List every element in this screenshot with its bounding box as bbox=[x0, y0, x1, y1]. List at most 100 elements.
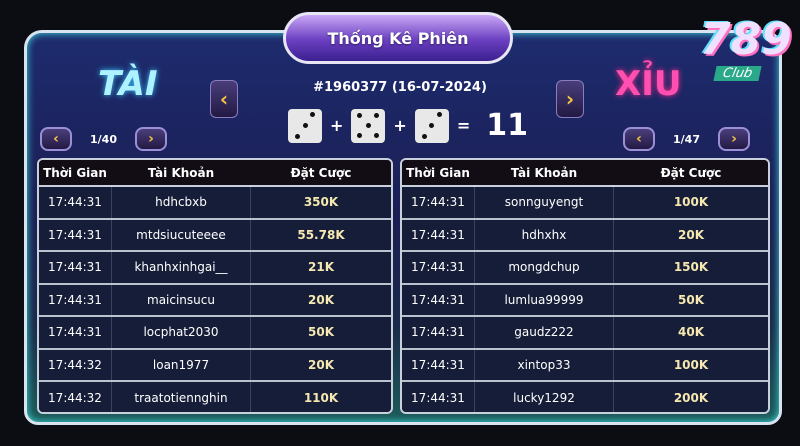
account-name: loan1977 bbox=[111, 349, 251, 380]
panel-title: Thống Kê Phiên bbox=[283, 12, 513, 64]
dice-total: 11 bbox=[486, 108, 528, 143]
plus-sign: + bbox=[393, 116, 407, 135]
bet-time: 17:44:31 bbox=[48, 325, 102, 340]
account-name: khanhxinhgai__ bbox=[111, 252, 251, 283]
table-row: 17:44:31 xintop33 100K bbox=[402, 349, 768, 382]
account-name: hdhxhx bbox=[474, 219, 614, 250]
table-header: Thời Gian Tài Khoản Đặt Cược bbox=[402, 160, 768, 187]
die-3 bbox=[414, 108, 449, 143]
bet-time: 17:44:32 bbox=[48, 357, 102, 372]
column-header: Tài Khoản bbox=[510, 165, 578, 180]
bet-amount: 50K bbox=[678, 292, 704, 307]
account-name: sonnguyengt bbox=[474, 187, 614, 218]
column-header: Đặt Cược bbox=[660, 165, 722, 180]
dice-result: + + = 11 bbox=[288, 108, 528, 143]
account-name: lucky1292 bbox=[474, 382, 614, 412]
plus-sign: + bbox=[330, 116, 344, 135]
account-name: mtdsiucuteeee bbox=[111, 219, 251, 250]
tai-next-page-button[interactable]: › bbox=[134, 127, 167, 151]
xiu-page-indicator: 1/47 bbox=[673, 132, 700, 146]
prev-session-button[interactable]: ‹ bbox=[210, 80, 238, 118]
bet-amount: 100K bbox=[673, 357, 709, 372]
chevron-right-icon: › bbox=[731, 131, 737, 147]
xiu-prev-page-button[interactable]: ‹ bbox=[623, 127, 655, 151]
chevron-left-icon: ‹ bbox=[53, 131, 59, 147]
table-row: 17:44:31 maicinsucu 20K bbox=[39, 284, 391, 317]
tai-prev-page-button[interactable]: ‹ bbox=[40, 127, 72, 151]
bet-amount: 100K bbox=[673, 195, 709, 210]
brand-logo: 789 bbox=[700, 14, 792, 65]
account-name: maicinsucu bbox=[111, 284, 251, 315]
xiu-bets-table: Thời Gian Tài Khoản Đặt Cược 17:44:31 sonngu… bbox=[400, 158, 770, 414]
table-row: 17:44:31 khanhxinhgai__ 21K bbox=[39, 252, 391, 285]
bet-time: 17:44:31 bbox=[411, 357, 465, 372]
die-pip bbox=[357, 113, 363, 119]
tai-pagination: ‹ 1/40 › bbox=[40, 127, 167, 151]
account-name: traatotiennghin bbox=[111, 382, 251, 412]
bet-time: 17:44:31 bbox=[48, 227, 102, 242]
bet-amount: 350K bbox=[303, 195, 339, 210]
account-name: hdhcbxb bbox=[111, 187, 251, 218]
die-pip bbox=[365, 123, 371, 128]
die-pip bbox=[421, 133, 427, 139]
account-name: mongdchup bbox=[474, 252, 614, 283]
table-row: 17:44:31 hdhcbxb 350K bbox=[39, 187, 391, 220]
next-session-button[interactable]: › bbox=[556, 80, 584, 118]
column-header: Tài Khoản bbox=[147, 165, 215, 180]
xiu-pagination: ‹ 1/47 › bbox=[623, 127, 750, 151]
table-row: 17:44:31 gaudz222 40K bbox=[402, 317, 768, 350]
brand-logo-club: Club bbox=[713, 66, 762, 81]
bet-time: 17:44:31 bbox=[411, 391, 465, 406]
die-pip bbox=[302, 123, 308, 128]
table-header: Thời Gian Tài Khoản Đặt Cược bbox=[39, 160, 391, 187]
xiu-next-page-button[interactable]: › bbox=[717, 127, 750, 151]
account-name: lumlua99999 bbox=[474, 284, 614, 315]
bet-time: 17:44:31 bbox=[48, 292, 102, 307]
bet-amount: 20K bbox=[308, 357, 334, 372]
account-name: locphat2030 bbox=[111, 317, 251, 348]
bet-amount: 150K bbox=[673, 260, 709, 275]
table-row: 17:44:31 mtdsiucuteeee 55.78K bbox=[39, 219, 391, 252]
bet-amount: 40K bbox=[678, 325, 704, 340]
table-row: 17:44:31 lumlua99999 50K bbox=[402, 284, 768, 317]
bet-time: 17:44:31 bbox=[411, 260, 465, 275]
chevron-right-icon: › bbox=[565, 87, 575, 111]
table-row: 17:44:31 mongdchup 150K bbox=[402, 252, 768, 285]
tai-logo: TÀI bbox=[98, 64, 158, 104]
die-2 bbox=[351, 108, 386, 143]
table-row: 17:44:31 lucky1292 200K bbox=[402, 382, 768, 412]
die-pip bbox=[429, 123, 435, 128]
table-row: 17:44:31 hdhxhx 20K bbox=[402, 219, 768, 252]
bet-amount: 21K bbox=[308, 260, 334, 275]
bet-time: 17:44:31 bbox=[411, 227, 465, 242]
session-id: #1960377 (16-07-2024) bbox=[313, 80, 487, 95]
bet-time: 17:44:31 bbox=[48, 260, 102, 275]
bet-time: 17:44:31 bbox=[411, 195, 465, 210]
account-name: gaudz222 bbox=[474, 317, 614, 348]
die-pip bbox=[436, 112, 442, 118]
equals-sign: = bbox=[456, 116, 471, 135]
bet-amount: 110K bbox=[303, 391, 339, 406]
die-1 bbox=[288, 108, 322, 143]
column-header: Thời Gian bbox=[43, 165, 107, 180]
bet-amount: 50K bbox=[308, 325, 334, 340]
die-pip bbox=[309, 112, 315, 118]
table-row: 17:44:32 loan1977 20K bbox=[39, 349, 391, 382]
account-name: xintop33 bbox=[474, 349, 614, 380]
die-pip bbox=[374, 113, 380, 119]
die-pip bbox=[374, 132, 380, 138]
chevron-left-icon: ‹ bbox=[219, 87, 229, 111]
column-header: Đặt Cược bbox=[290, 165, 352, 180]
tai-bets-table: Thời Gian Tài Khoản Đặt Cược 17:44:31 hdhcbx… bbox=[37, 158, 393, 414]
bet-amount: 20K bbox=[308, 292, 334, 307]
table-row: 17:44:31 locphat2030 50K bbox=[39, 317, 391, 350]
table-row: 17:44:32 traatotiennghin 110K bbox=[39, 382, 391, 412]
bet-time: 17:44:32 bbox=[48, 391, 102, 406]
column-header: Thời Gian bbox=[406, 165, 470, 180]
die-pip bbox=[295, 133, 301, 139]
xiu-logo: XỈU bbox=[615, 64, 682, 104]
bet-amount: 55.78K bbox=[297, 227, 345, 242]
bet-time: 17:44:31 bbox=[48, 195, 102, 210]
bet-amount: 200K bbox=[673, 391, 709, 406]
tai-page-indicator: 1/40 bbox=[90, 132, 117, 146]
